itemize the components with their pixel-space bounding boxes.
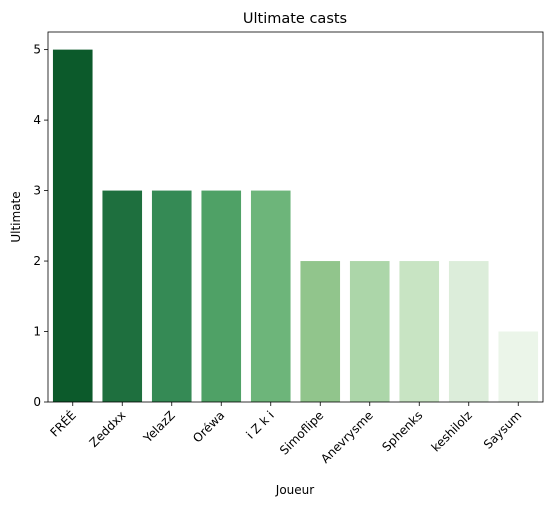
bar-2 bbox=[151, 190, 192, 402]
bar-0 bbox=[52, 49, 93, 402]
x-axis-label: Joueur bbox=[275, 483, 314, 497]
y-tick-label-5: 5 bbox=[33, 43, 41, 57]
x-tick-label-5: Simoflipe bbox=[277, 408, 326, 457]
x-tick-label-1: Zeddxx bbox=[87, 408, 129, 450]
x-axis: FRÉÉ Zeddxx YelazZ Oréwa i Z k i SimoflipeAne… bbox=[47, 402, 525, 466]
y-tick-label-2: 2 bbox=[33, 254, 41, 268]
bar-5 bbox=[300, 261, 341, 402]
bars-group bbox=[52, 49, 539, 402]
x-tick-label-4: i Z k i bbox=[243, 408, 276, 441]
bar-1 bbox=[102, 190, 143, 402]
bar-4 bbox=[250, 190, 291, 402]
bar-9 bbox=[498, 331, 539, 402]
y-tick-label-4: 4 bbox=[33, 113, 41, 127]
x-tick-label-7: Sphenks bbox=[379, 408, 425, 454]
bar-6 bbox=[349, 261, 390, 402]
bar-3 bbox=[201, 190, 242, 402]
x-tick-label-3: Oréwa bbox=[190, 408, 227, 445]
y-axis-label: Ultimate bbox=[9, 191, 23, 242]
y-tick-label-0: 0 bbox=[33, 395, 41, 409]
y-tick-label-3: 3 bbox=[33, 184, 41, 198]
bar-7 bbox=[399, 261, 440, 402]
x-tick-label-2: YelazZ bbox=[140, 408, 178, 446]
y-tick-label-1: 1 bbox=[33, 325, 41, 339]
chart-title: Ultimate casts bbox=[243, 11, 347, 27]
x-tick-label-0: FRÉÉ bbox=[47, 408, 79, 440]
bar-8 bbox=[448, 261, 489, 402]
x-tick-label-6: Anevrysme bbox=[318, 408, 376, 466]
plot-frame bbox=[47, 31, 544, 403]
y-axis: 0 1 2 3 4 5 bbox=[33, 43, 48, 409]
x-tick-label-8: keshilolz bbox=[429, 408, 475, 454]
x-tick-label-9: Saysum bbox=[481, 408, 525, 452]
